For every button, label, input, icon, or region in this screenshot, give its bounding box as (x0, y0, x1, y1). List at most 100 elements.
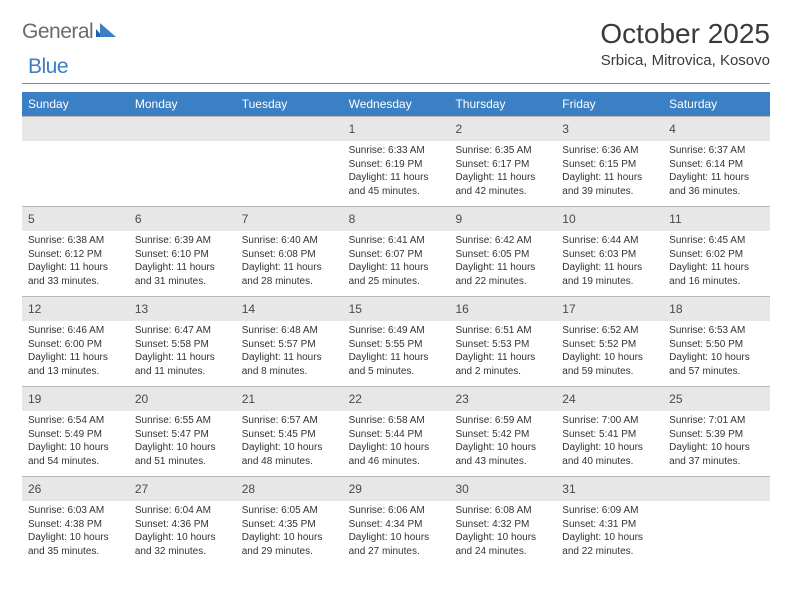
day-number-bar: 17 (556, 296, 663, 321)
daylight-text-2: and 13 minutes. (28, 365, 123, 379)
sunset-text: Sunset: 6:10 PM (135, 248, 230, 262)
day-info: Sunrise: 6:47 AMSunset: 5:58 PMDaylight:… (135, 324, 230, 378)
day-number: 3 (562, 122, 569, 136)
sunset-text: Sunset: 5:52 PM (562, 338, 657, 352)
daylight-text-1: Daylight: 11 hours (242, 261, 337, 275)
day-info: Sunrise: 6:57 AMSunset: 5:45 PMDaylight:… (242, 414, 337, 468)
calendar-cell: 31Sunrise: 6:09 AMSunset: 4:31 PMDayligh… (556, 476, 663, 566)
daylight-text-2: and 35 minutes. (28, 545, 123, 559)
calendar-cell: 10Sunrise: 6:44 AMSunset: 6:03 PMDayligh… (556, 206, 663, 296)
calendar-cell: 25Sunrise: 7:01 AMSunset: 5:39 PMDayligh… (663, 386, 770, 476)
day-number-bar: 31 (556, 476, 663, 501)
calendar-cell: 21Sunrise: 6:57 AMSunset: 5:45 PMDayligh… (236, 386, 343, 476)
day-number-bar: 11 (663, 206, 770, 231)
day-number: 13 (135, 302, 148, 316)
daylight-text-2: and 5 minutes. (349, 365, 444, 379)
daylight-text-1: Daylight: 10 hours (135, 531, 230, 545)
calendar-cell: 23 Sunrise: 6:59 AMSunset: 5:42 PMDayligh… (449, 386, 556, 476)
day-number: 14 (242, 302, 255, 316)
sunset-text: Sunset: 5:45 PM (242, 428, 337, 442)
sunrise-text: Sunrise: 6:47 AM (135, 324, 230, 338)
day-number: 18 (669, 302, 682, 316)
calendar-cell: 0 (22, 116, 129, 206)
calendar-cell: 9Sunrise: 6:42 AMSunset: 6:05 PMDaylight… (449, 206, 556, 296)
sunrise-text: Sunrise: 6:52 AM (562, 324, 657, 338)
day-number: 24 (562, 392, 575, 406)
daylight-text-2: and 2 minutes. (455, 365, 550, 379)
sunset-text: Sunset: 6:15 PM (562, 158, 657, 172)
calendar-week: 19Sunrise: 6:54 AMSunset: 5:49 PMDayligh… (22, 386, 770, 476)
daylight-text-1: Daylight: 10 hours (562, 351, 657, 365)
day-number: 19 (28, 392, 41, 406)
day-number-bar: 28 (236, 476, 343, 501)
day-number: 30 (455, 482, 468, 496)
daylight-text-2: and 11 minutes. (135, 365, 230, 379)
sunrise-text: Sunrise: 6:40 AM (242, 234, 337, 248)
day-number: 1 (349, 122, 356, 136)
sunrise-text: Sunrise: 6:57 AM (242, 414, 337, 428)
day-number-bar: 27 (129, 476, 236, 501)
sunset-text: Sunset: 5:47 PM (135, 428, 230, 442)
calendar-cell: 11Sunrise: 6:45 AMSunset: 6:02 PMDayligh… (663, 206, 770, 296)
calendar-cell: 7 Sunrise: 6:40 AMSunset: 6:08 PMDaylight… (236, 206, 343, 296)
weekday-header: Friday (556, 92, 663, 116)
sunrise-text: Sunrise: 6:45 AM (669, 234, 764, 248)
calendar-cell: 28Sunrise: 6:05 AMSunset: 4:35 PMDayligh… (236, 476, 343, 566)
sunrise-text: Sunrise: 6:48 AM (242, 324, 337, 338)
calendar-cell: 0 (663, 476, 770, 566)
sunset-text: Sunset: 6:00 PM (28, 338, 123, 352)
daylight-text-2: and 31 minutes. (135, 275, 230, 289)
day-info: Sunrise: 6:49 AMSunset: 5:55 PMDaylight:… (349, 324, 444, 378)
day-number-bar: 22 (343, 386, 450, 411)
day-number-bar: 19 (22, 386, 129, 411)
daylight-text-2: and 37 minutes. (669, 455, 764, 469)
daylight-text-1: Daylight: 11 hours (28, 351, 123, 365)
daylight-text-2: and 42 minutes. (455, 185, 550, 199)
sunrise-text: Sunrise: 6:55 AM (135, 414, 230, 428)
brand-text-2: Blue (28, 55, 68, 79)
sunset-text: Sunset: 4:36 PM (135, 518, 230, 532)
sunset-text: Sunset: 6:08 PM (242, 248, 337, 262)
sunrise-text: Sunrise: 6:35 AM (455, 144, 550, 158)
sunset-text: Sunset: 5:39 PM (669, 428, 764, 442)
sunrise-text: Sunrise: 6:54 AM (28, 414, 123, 428)
calendar-cell: 19Sunrise: 6:54 AMSunset: 5:49 PMDayligh… (22, 386, 129, 476)
day-info: Sunrise: 6:04 AMSunset: 4:36 PMDaylight:… (135, 504, 230, 558)
day-number: 5 (28, 212, 35, 226)
day-number: 27 (135, 482, 148, 496)
daylight-text-1: Daylight: 10 hours (349, 531, 444, 545)
daylight-text-1: Daylight: 10 hours (562, 441, 657, 455)
calendar-header-row: SundayMondayTuesdayWednesdayThursdayFrid… (22, 92, 770, 116)
sunrise-text: Sunrise: 6:09 AM (562, 504, 657, 518)
daylight-text-1: Daylight: 10 hours (669, 441, 764, 455)
day-number-bar: 8 (343, 206, 450, 231)
calendar-cell: 5Sunrise: 6:38 AMSunset: 6:12 PMDaylight… (22, 206, 129, 296)
day-info: Sunrise: 6:39 AMSunset: 6:10 PMDaylight:… (135, 234, 230, 288)
day-number-bar: 7 (236, 206, 343, 231)
daylight-text-1: Daylight: 11 hours (562, 171, 657, 185)
calendar-cell: 2Sunrise: 6:35 AMSunset: 6:17 PMDaylight… (449, 116, 556, 206)
flag-icon (96, 23, 116, 43)
sunset-text: Sunset: 6:14 PM (669, 158, 764, 172)
calendar: SundayMondayTuesdayWednesdayThursdayFrid… (22, 92, 770, 566)
calendar-cell: 1 Sunrise: 6:33 AMSunset: 6:19 PMDaylight… (343, 116, 450, 206)
day-info: Sunrise: 6:33 AMSunset: 6:19 PMDaylight:… (349, 144, 444, 198)
daylight-text-2: and 32 minutes. (135, 545, 230, 559)
day-number-bar: 20 (129, 386, 236, 411)
daylight-text-2: and 25 minutes. (349, 275, 444, 289)
day-info: Sunrise: 6:59 AMSunset: 5:42 PMDaylight:… (455, 414, 550, 468)
calendar-cell: 0 (236, 116, 343, 206)
day-info: Sunrise: 6:58 AMSunset: 5:44 PMDaylight:… (349, 414, 444, 468)
brand-logo: General (22, 18, 118, 44)
day-number-bar: 0 (129, 116, 236, 141)
day-number-bar: 23 (449, 386, 556, 411)
daylight-text-2: and 39 minutes. (562, 185, 657, 199)
day-number-bar: 0 (22, 116, 129, 141)
day-number: 23 (455, 392, 468, 406)
daylight-text-1: Daylight: 11 hours (28, 261, 123, 275)
page-subtitle: Srbica, Mitrovica, Kosovo (600, 52, 770, 69)
day-info: Sunrise: 6:53 AMSunset: 5:50 PMDaylight:… (669, 324, 764, 378)
sunset-text: Sunset: 4:35 PM (242, 518, 337, 532)
daylight-text-2: and 8 minutes. (242, 365, 337, 379)
daylight-text-1: Daylight: 10 hours (349, 441, 444, 455)
